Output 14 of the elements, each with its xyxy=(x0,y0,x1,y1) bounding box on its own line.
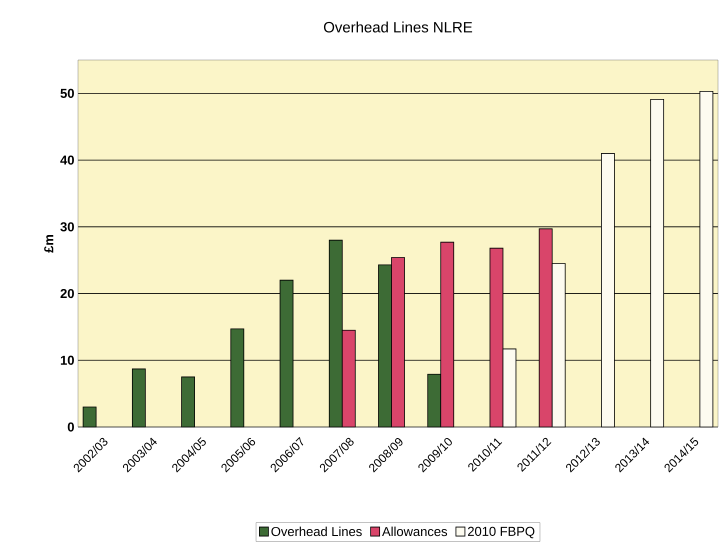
y-tick-label: 30 xyxy=(60,222,74,232)
y-tick-label: 0 xyxy=(68,422,74,432)
legend-label: 2010 FBPQ xyxy=(468,526,534,538)
legend-label: Allowances xyxy=(382,526,448,536)
y-tick-label: 10 xyxy=(60,356,74,365)
y-tick-label: 50 xyxy=(60,88,74,98)
y-tick-label: 20 xyxy=(60,288,74,298)
y-axis-title: £m xyxy=(44,234,54,253)
chart-title: Overhead Lines NLRE xyxy=(324,22,472,32)
y-tick-label: 40 xyxy=(60,156,74,165)
legend-label: Overhead Lines xyxy=(271,526,362,536)
bar xyxy=(82,406,97,428)
bar xyxy=(132,368,146,428)
bar xyxy=(181,376,195,428)
